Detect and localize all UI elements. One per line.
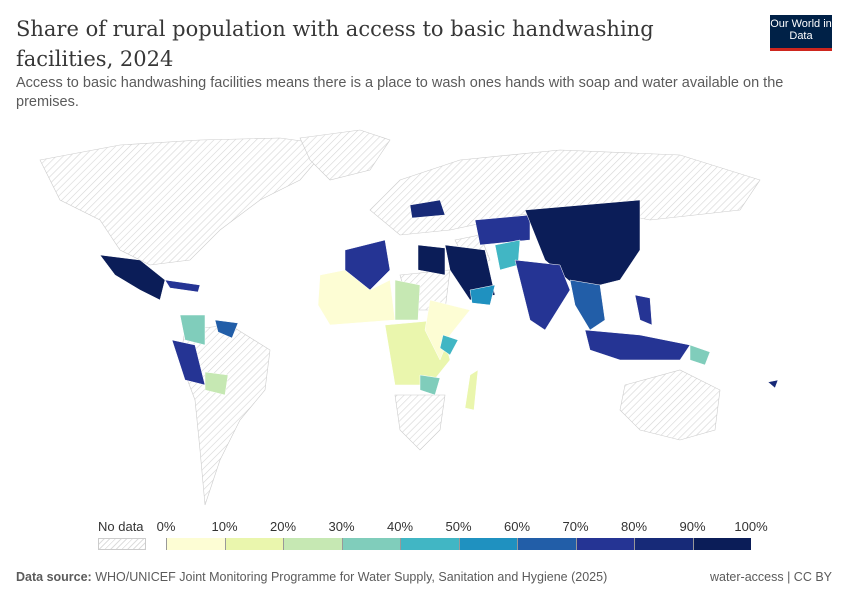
- legend-bin[interactable]: [283, 538, 342, 550]
- legend-tick-label: 70%: [562, 519, 589, 534]
- no-data-swatch: [98, 538, 146, 550]
- region-colombia: [179, 314, 206, 346]
- subtitle: Access to basic handwashing facilities m…: [16, 75, 784, 110]
- legend-tick-label: 40%: [386, 519, 414, 534]
- legend-tick-label: 100%: [734, 519, 768, 534]
- region-indonesia: [584, 329, 691, 361]
- license[interactable]: water-access | CC BY: [709, 570, 832, 584]
- no-data-label: No data: [98, 519, 144, 534]
- legend-tick-label: 0%: [156, 519, 176, 534]
- legend-tick-label: 20%: [269, 519, 297, 534]
- region-pacific: [767, 379, 779, 389]
- legend-bin[interactable]: [458, 538, 517, 550]
- region-png: [689, 344, 711, 366]
- legend-tick-label: 90%: [679, 519, 706, 534]
- region-central-asia: [474, 214, 531, 246]
- region-venezuela: [214, 319, 239, 339]
- data-regions: [99, 199, 779, 411]
- region-mexico: [99, 254, 166, 301]
- legend-bin[interactable]: [575, 538, 634, 550]
- region-egypt: [417, 244, 446, 276]
- north-america: [39, 137, 331, 266]
- region-ukraine: [409, 199, 446, 219]
- region-madagascar: [464, 369, 479, 411]
- page-title: Share of rural population with access to…: [16, 17, 654, 71]
- south-america: [179, 324, 271, 506]
- legend-tick-label: 50%: [445, 519, 472, 534]
- legend-bin[interactable]: [692, 538, 751, 550]
- greenland: [299, 129, 391, 181]
- map-legend: No data 0% 10% 20% 30% 40% 50% 60% 70% 80% 90% 100…: [0, 515, 850, 555]
- australia: [619, 369, 721, 441]
- europe-russia: [369, 149, 761, 236]
- legend-bin[interactable]: [224, 538, 283, 550]
- region-sahel: [394, 279, 421, 321]
- legend-tick-label: 10%: [211, 519, 238, 534]
- legend-bin[interactable]: [400, 538, 459, 550]
- owid-logo[interactable]: Our World in Data: [770, 15, 832, 51]
- legend-bin[interactable]: [517, 538, 576, 550]
- legend-tick-label: 80%: [620, 519, 648, 534]
- legend-bin[interactable]: [634, 538, 693, 550]
- southern-africa: [394, 394, 446, 451]
- legend-bin[interactable]: [341, 538, 400, 550]
- region-india: [514, 259, 571, 331]
- legend-tick-label: 30%: [328, 519, 355, 534]
- region-caribbean: [164, 279, 201, 293]
- legend-tick-label: 60%: [503, 519, 531, 534]
- legend-bin[interactable]: [166, 538, 225, 550]
- region-yemen: [469, 284, 496, 306]
- region-zambia: [419, 374, 441, 396]
- region-kenya: [439, 334, 459, 356]
- region-west-africa: [317, 269, 396, 326]
- source-text[interactable]: WHO/UNICEF Joint Monitoring Programme fo…: [95, 570, 608, 584]
- region-philippines: [634, 294, 653, 326]
- region-bolivia: [204, 371, 229, 396]
- world-map[interactable]: [0, 120, 850, 510]
- region-se-asia: [569, 279, 606, 331]
- data-source: Data source: WHO/UNICEF Joint Monitoring…: [16, 570, 608, 584]
